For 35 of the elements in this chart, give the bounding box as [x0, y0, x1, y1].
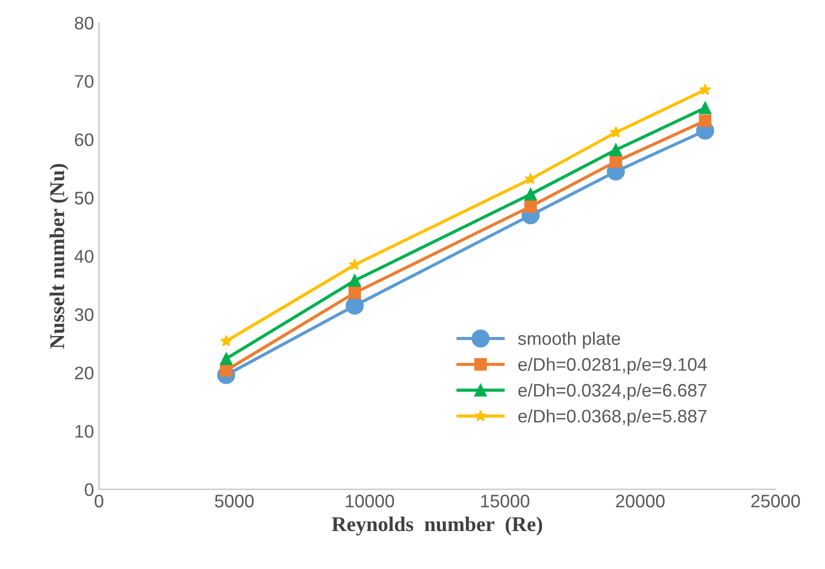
legend-label: e/Dh=0.0324,p/e=6.687 — [518, 383, 706, 400]
y-tick-label: 60 — [74, 133, 94, 146]
x-tick-label: 0 — [94, 494, 104, 508]
legend-label: smooth plate — [518, 332, 620, 349]
point — [348, 258, 361, 270]
y-tick-label: 50 — [74, 192, 94, 204]
x-tick-label: 25000 — [751, 494, 800, 508]
point — [698, 114, 712, 127]
point — [348, 286, 361, 300]
point — [220, 334, 232, 346]
x-tick-label: 5000 — [214, 494, 254, 508]
x-tick-label: 15000 — [481, 494, 530, 508]
y-axis-title: Nusselt number (Nu) — [50, 164, 68, 349]
legend-label: e/Dh=0.0281,p/e=9.104 — [518, 358, 707, 374]
point — [699, 84, 712, 96]
y-tick-label: 10 — [75, 424, 94, 438]
x-tick-label: 20000 — [616, 494, 665, 508]
point — [610, 126, 622, 138]
x-tick-label: 10000 — [346, 494, 394, 508]
point — [610, 144, 622, 156]
y-tick-label: 40 — [74, 250, 94, 263]
point — [220, 352, 232, 365]
y-tick-label: 20 — [74, 366, 94, 380]
point — [524, 172, 537, 184]
point — [524, 188, 537, 200]
point — [348, 274, 361, 287]
legend-label: e/Dh=0.0368,p/e=5.887 — [518, 409, 706, 426]
y-tick-label: 70 — [74, 75, 94, 88]
x-axis-title: Reynolds number (Re) — [332, 516, 542, 536]
point — [698, 102, 712, 114]
y-tick-label: 0 — [84, 483, 94, 496]
y-tick-label: 30 — [74, 308, 94, 322]
point — [610, 155, 622, 168]
point — [524, 200, 537, 213]
y-tick-label: 80 — [74, 16, 94, 30]
